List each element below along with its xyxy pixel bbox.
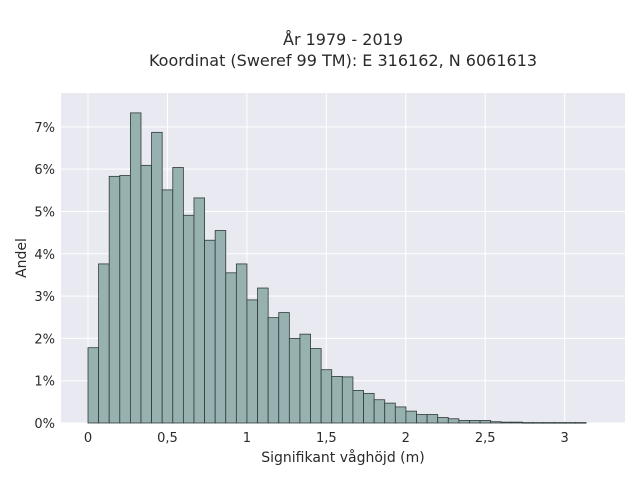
histogram-bar bbox=[553, 422, 566, 424]
histogram-bar bbox=[564, 422, 576, 424]
x-axis-label: Signifikant våghöjd (m) bbox=[261, 449, 424, 466]
histogram-bar bbox=[405, 410, 417, 424]
histogram-bar bbox=[193, 197, 205, 424]
histogram-bar bbox=[490, 421, 502, 424]
histogram-bar bbox=[320, 369, 333, 424]
histogram-bar bbox=[140, 164, 152, 424]
histogram-bar bbox=[288, 337, 301, 424]
histogram-bar bbox=[575, 422, 587, 424]
histogram-bar bbox=[384, 402, 396, 424]
histogram-bar bbox=[394, 406, 407, 424]
histogram-bar bbox=[204, 239, 216, 424]
chart-title-line1: År 1979 - 2019 bbox=[283, 30, 403, 49]
histogram-bar bbox=[87, 347, 100, 424]
histogram-bar bbox=[98, 263, 110, 424]
histogram-bar bbox=[119, 175, 131, 424]
histogram-bar bbox=[108, 175, 121, 424]
histogram-bar bbox=[129, 112, 142, 424]
y-tick-labels: 0% 1% 2% 3% 4% 5% 6% 7% bbox=[34, 121, 55, 432]
y-tick-label: 6% bbox=[34, 163, 55, 178]
histogram-bar bbox=[331, 376, 343, 424]
bars bbox=[87, 112, 587, 424]
histogram-bar bbox=[172, 167, 184, 424]
x-tick-label: 2 bbox=[402, 431, 410, 446]
histogram-bar bbox=[341, 376, 354, 424]
histogram-bar bbox=[310, 348, 322, 424]
histogram-bar bbox=[267, 317, 280, 424]
chart-title-line2: Koordinat (Sweref 99 TM): E 316162, N 60… bbox=[149, 51, 537, 70]
x-tick-label: 1 bbox=[243, 431, 251, 446]
histogram-bar bbox=[151, 131, 163, 424]
histogram-bar bbox=[469, 420, 481, 424]
y-tick-label: 1% bbox=[34, 375, 55, 390]
histogram-bar bbox=[225, 272, 237, 424]
histogram-bar bbox=[447, 418, 460, 424]
histogram-bar bbox=[299, 333, 311, 424]
histogram-bar bbox=[500, 421, 513, 424]
histogram-bar bbox=[458, 420, 470, 424]
histogram-bar bbox=[479, 420, 492, 424]
histogram-bar bbox=[416, 414, 428, 424]
y-tick-label: 2% bbox=[34, 332, 55, 347]
x-tick-labels: 0 0,5 1 1,5 2 2,5 3 bbox=[84, 431, 569, 446]
histogram-bar bbox=[437, 417, 449, 424]
histogram-bar bbox=[214, 230, 227, 424]
histogram-bar bbox=[511, 421, 523, 424]
x-tick-label: 2,5 bbox=[475, 431, 496, 446]
histogram-bar bbox=[363, 392, 375, 424]
histogram-bar bbox=[182, 214, 195, 424]
histogram-bar bbox=[235, 263, 248, 424]
histogram-bar bbox=[543, 422, 555, 424]
x-tick-label: 0,5 bbox=[157, 431, 178, 446]
histogram-bar bbox=[257, 287, 269, 424]
x-tick-label: 1,5 bbox=[316, 431, 337, 446]
y-axis-label: Andel bbox=[14, 238, 30, 278]
histogram-bar bbox=[373, 399, 386, 424]
y-tick-label: 0% bbox=[34, 417, 55, 432]
x-tick-label: 3 bbox=[560, 431, 568, 446]
histogram-bar bbox=[522, 422, 534, 424]
y-tick-label: 7% bbox=[34, 121, 55, 136]
x-tick-label: 0 bbox=[84, 431, 92, 446]
histogram-bar bbox=[426, 414, 439, 424]
histogram-bar bbox=[278, 312, 290, 424]
y-tick-label: 5% bbox=[34, 205, 55, 220]
histogram-bar bbox=[352, 390, 364, 424]
histogram-bar bbox=[246, 299, 258, 424]
y-tick-label: 4% bbox=[34, 248, 55, 263]
histogram-bar bbox=[161, 189, 174, 424]
y-tick-label: 3% bbox=[34, 290, 55, 305]
histogram-bar bbox=[532, 422, 545, 424]
